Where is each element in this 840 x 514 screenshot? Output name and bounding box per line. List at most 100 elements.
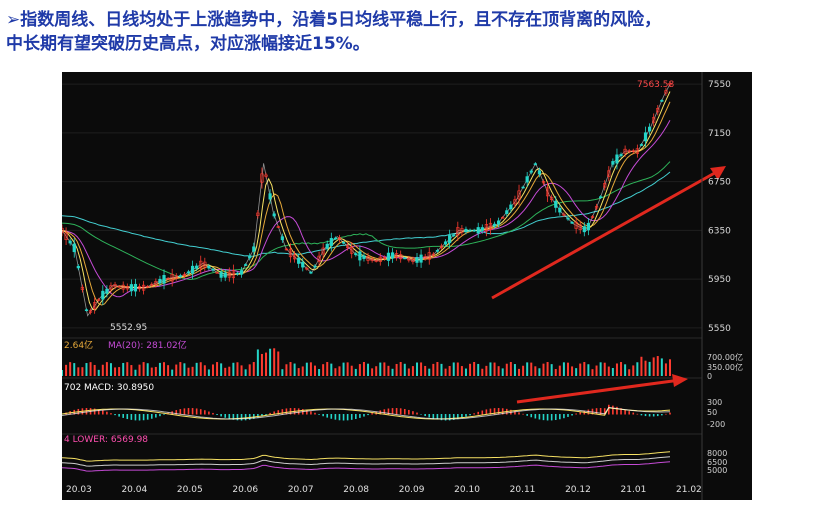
- price-line: [61, 83, 671, 317]
- macd-bar: [587, 409, 590, 415]
- macd-bar: [656, 414, 659, 417]
- volume-bar: [603, 362, 606, 376]
- macd-bar: [195, 408, 198, 415]
- volume-bar: [265, 352, 268, 376]
- volume-bar: [297, 368, 300, 376]
- candle-body: [113, 284, 117, 288]
- candle-body: [256, 212, 260, 216]
- macd-bar: [236, 414, 239, 421]
- volume-bar: [632, 365, 635, 376]
- candle-body: [280, 236, 284, 241]
- volume-bar: [175, 364, 178, 376]
- volume-bar: [432, 363, 435, 376]
- candle-body: [244, 264, 248, 266]
- volume-bar: [656, 356, 659, 376]
- macd-bar: [542, 414, 545, 421]
- candle-body: [72, 243, 76, 253]
- candle-body: [346, 244, 350, 249]
- candle-body: [297, 257, 301, 264]
- volume-bar: [301, 366, 304, 376]
- candle-body: [305, 267, 309, 270]
- volume-bar: [375, 366, 378, 376]
- macd-bar: [277, 410, 280, 415]
- candle-body: [668, 83, 672, 86]
- macd-bar: [175, 410, 178, 415]
- volume-bar: [93, 364, 96, 376]
- macd-bar: [636, 413, 639, 415]
- x-tick: 20.08: [343, 485, 369, 495]
- volume-bar: [607, 366, 610, 376]
- candle-body: [129, 284, 133, 292]
- price-y-tick: 5950: [708, 275, 731, 285]
- price-series: [60, 81, 672, 317]
- trend-arrow-price: [491, 166, 726, 300]
- candle-body: [664, 90, 668, 94]
- candle-body: [182, 273, 187, 277]
- candle-body: [386, 252, 391, 261]
- volume-bar: [293, 363, 296, 376]
- macd-bar: [648, 414, 651, 417]
- volume-bar: [203, 365, 206, 376]
- macd-bar: [359, 414, 361, 418]
- macd-bar: [412, 411, 414, 415]
- candle-body: [88, 310, 93, 313]
- macd-bar: [620, 408, 622, 415]
- volume-bar: [289, 362, 292, 376]
- candle-body: [76, 265, 80, 269]
- macd-bar: [567, 414, 569, 417]
- volume-bar: [130, 365, 133, 376]
- candle-body: [415, 257, 419, 263]
- macd-bar: [571, 414, 573, 416]
- volume-bar: [383, 362, 386, 376]
- candle-body: [435, 250, 440, 252]
- macd-bar: [432, 414, 435, 419]
- macd-bar: [228, 414, 231, 419]
- volume-bar: [403, 363, 406, 376]
- ma120-line: [61, 171, 671, 257]
- macd-bar: [616, 406, 618, 415]
- volume-bars: [61, 348, 671, 376]
- x-tick: 20.05: [177, 485, 203, 495]
- candle-body: [488, 222, 493, 230]
- volume-bar: [371, 368, 374, 376]
- macd-bar: [424, 414, 426, 417]
- macd-bar: [212, 412, 214, 415]
- candle-body: [248, 255, 252, 259]
- candle-body: [231, 270, 235, 279]
- volume-bar: [154, 366, 157, 376]
- candle-body: [423, 256, 427, 259]
- volume-bar: [509, 362, 512, 376]
- candle-body: [350, 246, 354, 254]
- candle-body: [578, 224, 582, 230]
- candle-body: [452, 234, 456, 237]
- macd-bar: [612, 405, 614, 415]
- volume-bar: [326, 362, 329, 376]
- macd-bar: [640, 414, 643, 416]
- macd-bar: [346, 414, 349, 421]
- price-y-tick: 7150: [708, 129, 731, 139]
- volume-bar: [232, 362, 235, 376]
- macd-bar: [652, 414, 655, 417]
- boll-lower: [61, 461, 671, 472]
- candle-body: [562, 213, 566, 216]
- volume-bar: [195, 362, 198, 376]
- stock-chart-frame: 7563.58 5552.95 7550 7150 6750 6350 5950 5550…: [60, 72, 752, 500]
- volume-bar: [224, 367, 227, 376]
- macd-bar: [261, 414, 263, 417]
- candle-body: [566, 217, 570, 220]
- candle-body: [590, 216, 595, 218]
- candle-body: [533, 163, 537, 165]
- volume-bar: [211, 364, 214, 376]
- candle-body: [574, 221, 578, 229]
- price-y-tick: 5550: [708, 324, 731, 334]
- candle-body: [178, 275, 182, 277]
- candle-body: [627, 150, 631, 152]
- macd-bar: [334, 414, 337, 420]
- candle-body: [313, 265, 317, 268]
- candle-body: [174, 275, 178, 279]
- volume-bar: [420, 362, 423, 376]
- volume-bar: [309, 362, 312, 376]
- candle-body: [199, 260, 203, 269]
- macd-bar: [126, 414, 129, 420]
- volume-bar: [452, 362, 455, 376]
